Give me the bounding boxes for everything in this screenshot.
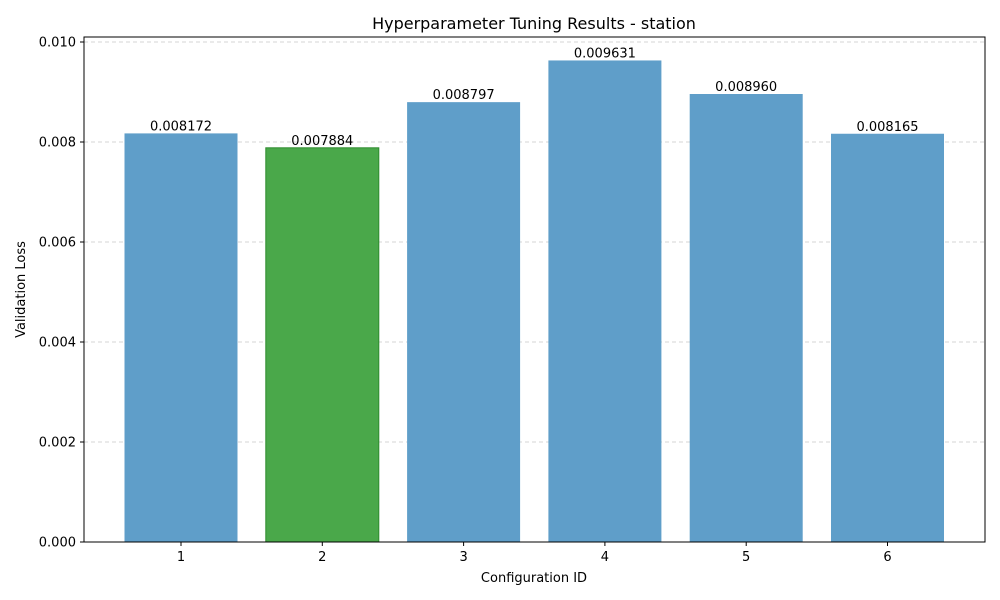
plot-frame — [83, 36, 986, 543]
y-tick-label: 0.010 — [39, 36, 76, 51]
y-tick-label: 0.006 — [39, 236, 76, 251]
y-tick-label: 0.004 — [39, 336, 76, 351]
data-label: 0.008165 — [856, 120, 918, 135]
x-axis-label: Configuration ID — [481, 571, 587, 586]
y-tick-label: 0.002 — [39, 436, 76, 451]
data-labels: 0.008172 0.007884 0.008797 0.009631 0.008960… — [150, 46, 919, 148]
x-axis: 1 2 3 4 5 6 — [177, 542, 892, 565]
data-label: 0.008172 — [150, 119, 212, 134]
x-tick-label: 5 — [742, 550, 750, 565]
x-tick-label: 6 — [883, 550, 891, 565]
x-tick-label: 1 — [177, 550, 185, 565]
data-label: 0.008797 — [433, 88, 495, 103]
bar-config-3 — [407, 102, 521, 543]
bar-config-6 — [831, 133, 944, 542]
y-axis: 0.000 0.002 0.004 0.006 0.008 0.010 — [39, 36, 84, 551]
y-tick-label: 0.008 — [39, 136, 76, 151]
x-tick-label: 3 — [459, 550, 467, 565]
x-tick-label: 2 — [318, 550, 326, 565]
chart-title: Hyperparameter Tuning Results - station — [372, 14, 696, 33]
bars — [124, 60, 944, 543]
y-axis-label: Validation Loss — [14, 241, 29, 338]
bar-config-1 — [124, 133, 238, 542]
x-tick-label: 4 — [601, 550, 609, 565]
bar-config-4 — [548, 60, 662, 542]
data-label: 0.008960 — [715, 80, 777, 95]
y-tick-label: 0.000 — [39, 536, 76, 551]
data-label: 0.009631 — [574, 46, 636, 61]
bar-config-2 — [265, 147, 380, 543]
bar-config-5 — [689, 94, 803, 542]
data-label: 0.007884 — [291, 134, 353, 149]
